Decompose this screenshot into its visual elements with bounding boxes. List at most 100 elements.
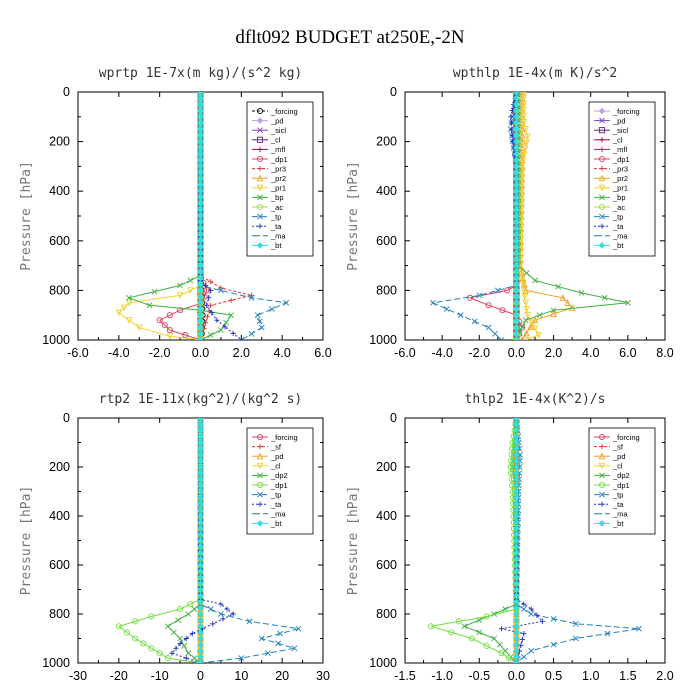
data-point	[513, 324, 520, 331]
x-tick-label: -1.0	[431, 669, 453, 683]
x-tick-label: -0.5	[469, 669, 491, 683]
legend-entry: _forcing	[252, 433, 298, 442]
data-point	[217, 611, 224, 617]
data-point	[513, 604, 520, 612]
data-point	[523, 270, 530, 276]
legend-entry: _dp1	[594, 155, 630, 164]
data-point	[125, 299, 133, 307]
data-point	[197, 293, 204, 300]
legend-label: _dp1	[612, 481, 630, 490]
data-point	[291, 645, 298, 652]
legend-label: _cl	[270, 136, 281, 145]
data-point	[197, 150, 204, 158]
data-point	[532, 277, 538, 284]
x-tick-label: 20	[275, 669, 289, 683]
data-point	[518, 169, 526, 177]
data-point	[197, 336, 204, 340]
data-point	[513, 494, 520, 501]
y-tick-label: 200	[49, 460, 70, 474]
data-point	[513, 427, 520, 434]
x-tick-label: -1.5	[394, 669, 416, 683]
data-point	[277, 630, 284, 637]
legend-entry: _ma	[252, 232, 286, 241]
legend-label: _dp1	[270, 481, 288, 490]
data-point	[508, 120, 514, 126]
y-tick-label: 200	[49, 135, 70, 149]
y-tick-label: 800	[49, 283, 70, 297]
legend-marker	[599, 213, 605, 220]
data-point	[513, 243, 520, 251]
x-tick-label: -30	[69, 669, 87, 683]
legend-marker	[598, 433, 606, 441]
data-point	[115, 623, 122, 630]
data-point	[140, 640, 147, 647]
data-point	[132, 635, 139, 642]
data-point	[197, 169, 204, 176]
legend-label: _pd	[612, 452, 626, 461]
legend-marker	[256, 481, 264, 489]
legend-label: _dp1	[270, 155, 288, 164]
legend-marker	[257, 213, 263, 220]
data-point	[513, 525, 520, 532]
y-axis-label: Pressure [hPa]	[346, 161, 361, 271]
x-tick-label: 6.0	[619, 346, 636, 360]
data-point	[148, 645, 155, 652]
data-point	[519, 323, 526, 330]
legend-entry: _pr1	[594, 184, 628, 193]
legend-entry: _cl	[594, 136, 623, 145]
data-point	[513, 635, 520, 642]
data-point	[156, 650, 163, 657]
legend-marker	[599, 223, 605, 229]
y-axis-label: Pressure [hPa]	[346, 486, 361, 596]
data-point	[513, 206, 520, 214]
data-point	[519, 157, 527, 165]
data-point	[197, 457, 204, 465]
data-point	[513, 476, 520, 483]
legend-label: _ac	[612, 203, 625, 212]
legend-label: _pd	[612, 116, 626, 125]
chart-panel-1: wprtp 1E-7x(m kg)/(s^2 kg) Pressure [hPa]…	[19, 66, 332, 360]
data-point	[126, 294, 132, 301]
data-point	[125, 317, 133, 324]
data-point	[248, 294, 255, 301]
legend-marker	[256, 155, 264, 163]
legend-entry: _forcing	[594, 107, 640, 116]
legend-label: _pd	[270, 116, 284, 125]
legend-marker	[257, 472, 263, 479]
data-point	[513, 299, 520, 307]
data-point	[513, 457, 520, 465]
data-point	[429, 299, 436, 306]
data-point	[507, 463, 514, 471]
legend-entry: _dp2	[594, 471, 630, 480]
data-point	[505, 655, 513, 662]
data-point	[502, 647, 509, 654]
data-point	[518, 274, 526, 282]
data-point	[520, 106, 528, 114]
data-point	[185, 650, 192, 657]
data-point	[258, 635, 265, 642]
data-point	[197, 92, 204, 96]
series-line	[430, 418, 517, 663]
data-point	[197, 433, 204, 440]
data-point	[522, 145, 529, 153]
data-point	[197, 119, 204, 127]
data-point	[513, 119, 520, 127]
data-point	[189, 631, 195, 637]
data-point	[197, 537, 204, 544]
x-tick-label: -4.0	[431, 346, 453, 360]
data-point	[513, 194, 520, 201]
data-point	[513, 586, 520, 593]
data-point	[513, 469, 520, 477]
series-line	[127, 92, 232, 340]
data-point	[513, 623, 520, 630]
y-tick-label: 1000	[42, 333, 70, 347]
legend-marker	[599, 472, 605, 479]
data-point	[151, 288, 158, 295]
legend-entry: _tp	[252, 490, 281, 499]
y-tick-label: 800	[376, 607, 397, 621]
data-point	[197, 324, 204, 331]
data-point	[513, 567, 520, 575]
y-tick-label: 600	[376, 234, 397, 248]
data-point	[491, 611, 498, 617]
